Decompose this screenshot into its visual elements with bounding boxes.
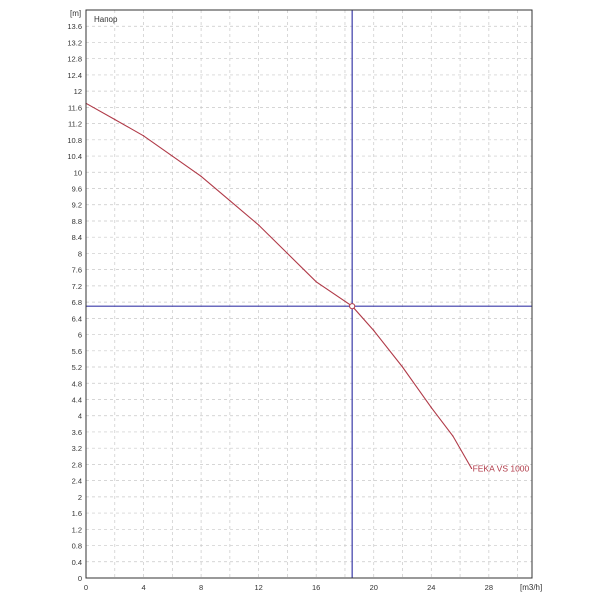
series-label: FEKA VS 1000: [473, 463, 530, 473]
y-tick-label: 4.8: [72, 379, 82, 388]
y-tick-label: 9.2: [72, 201, 82, 210]
series-point: [452, 435, 454, 437]
x-tick-label: 28: [485, 583, 493, 592]
y-tick-label: 0.8: [72, 542, 82, 551]
x-tick-label: 0: [84, 583, 88, 592]
x-axis-label: [m3/h]: [520, 583, 542, 592]
x-tick-labels: 0 4 8 12 16 20 24 28: [84, 583, 493, 592]
y-tick-label: 12.8: [67, 55, 82, 64]
grid-layer: [86, 10, 532, 578]
series-point: [470, 467, 473, 470]
series-point: [430, 407, 432, 409]
y-tick-label: 9.6: [72, 185, 82, 194]
y-tick-label: 11.2: [68, 120, 82, 129]
x-tick-label: 24: [427, 583, 435, 592]
series-point: [373, 329, 375, 332]
x-tick-label: 20: [370, 583, 378, 592]
y-tick-label: 7.6: [72, 266, 82, 275]
y-tick-label: 8.8: [72, 217, 82, 226]
y-tick-label: 8: [78, 249, 82, 258]
operating-point-lines: [86, 10, 532, 578]
y-tick-label: 13.6: [67, 22, 82, 31]
x-tick-label: 4: [141, 583, 145, 592]
x-tick-label: 16: [312, 583, 320, 592]
y-tick-label: 2.4: [72, 477, 82, 486]
y-tick-label: 5.6: [72, 347, 82, 356]
y-tick-label: 3.6: [72, 428, 82, 437]
y-tick-label: 7.2: [72, 282, 82, 291]
x-tick-label: 8: [199, 583, 203, 592]
operating-point-marker: [349, 303, 356, 310]
y-tick-label: 0.4: [72, 558, 82, 567]
y-tick-label: 12.4: [67, 71, 82, 80]
y-tick-label: 3.2: [72, 444, 82, 453]
y-tick-label: 1.2: [72, 525, 82, 534]
y-tick-label: 6: [78, 331, 82, 340]
series-point: [286, 252, 289, 255]
y-tick-label: 4.4: [72, 395, 82, 404]
y-tick-label: 13.2: [67, 38, 82, 47]
series-point: [200, 175, 202, 177]
plot-area-border: [85, 9, 533, 579]
y-tick-label: 0: [78, 574, 82, 583]
y-tick-labels: 0 0.4 0.8 1.2 1.6 2 2.4 2.8 3.2 3.6 4 4.4 4.8 5.2 5.6 6…: [67, 22, 82, 583]
y-tick-label: 2: [78, 493, 82, 502]
y-tick-label: 8.4: [72, 233, 82, 242]
x-tick-label: 12: [254, 583, 262, 592]
series-point: [315, 281, 317, 283]
y-axis-label: [m]: [70, 9, 81, 18]
y-tick-label: 6.4: [72, 314, 82, 323]
y-tick-label: 4: [78, 412, 82, 421]
y-tick-label: 11.6: [68, 103, 82, 112]
y-tick-label: 2.8: [72, 460, 82, 469]
curve-label: Напор: [94, 15, 118, 24]
y-tick-label: 10.8: [67, 136, 82, 145]
y-tick-label: 10.4: [67, 152, 82, 161]
series-point: [258, 224, 260, 226]
series-point: [142, 135, 145, 137]
series-point: [229, 200, 231, 202]
y-tick-label: 1.6: [72, 509, 82, 518]
y-tick-label: 10: [74, 168, 82, 177]
series-point: [401, 366, 404, 368]
y-tick-label: 5.2: [72, 363, 82, 372]
series-point: [171, 155, 173, 157]
y-tick-label: 6.8: [72, 298, 82, 307]
series-point: [114, 118, 116, 121]
y-tick-label: 12: [74, 87, 82, 96]
